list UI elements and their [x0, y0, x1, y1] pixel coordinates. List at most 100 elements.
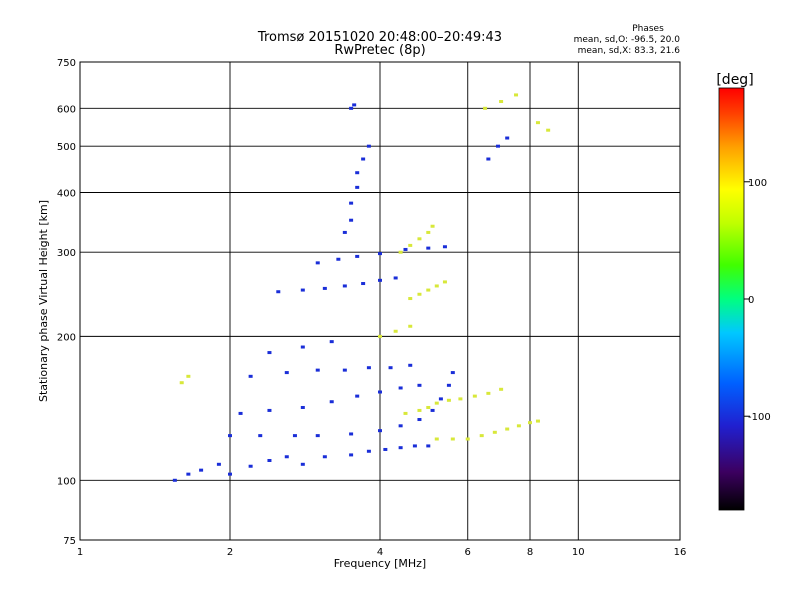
o-trace-point — [329, 340, 334, 344]
phase-stats-title: Phases — [632, 24, 664, 34]
x-trace-point — [516, 424, 521, 428]
o-trace-point — [426, 444, 431, 448]
o-trace-point — [292, 434, 297, 438]
x-tick-label: 8 — [527, 547, 533, 558]
data-points — [172, 93, 551, 482]
o-trace-point — [267, 351, 272, 355]
colorbar-tick-label: -100 — [748, 412, 771, 423]
o-trace-point — [300, 345, 305, 349]
x-trace-point — [486, 391, 491, 395]
x-trace-point — [472, 394, 477, 398]
o-trace-point — [276, 290, 281, 294]
colorbar-tick-label: 100 — [748, 178, 767, 189]
x-trace-point — [408, 243, 413, 247]
x-tick-label: 10 — [572, 547, 585, 558]
o-trace-point — [322, 455, 327, 459]
o-trace-point — [342, 230, 347, 234]
o-trace-point — [186, 472, 191, 476]
o-trace-point — [329, 400, 334, 404]
o-trace-point — [258, 434, 263, 438]
x-trace-point — [186, 374, 191, 378]
o-trace-point — [349, 218, 354, 222]
x-trace-point — [458, 397, 463, 401]
o-trace-point — [355, 394, 360, 398]
o-trace-point — [388, 366, 393, 370]
axis-ticks: 1 2 4 6 8 10 16 75 100 200 300 400 500 600 750 — [57, 58, 686, 558]
o-trace-point — [300, 288, 305, 292]
colorbar-gradient — [718, 87, 745, 511]
o-trace-point — [267, 458, 272, 462]
x-trace-point — [479, 434, 484, 438]
x-trace-point — [535, 121, 540, 125]
o-trace-point — [228, 472, 232, 476]
o-trace-point — [284, 371, 289, 375]
x-trace-point — [450, 437, 455, 441]
x-trace-point — [179, 381, 184, 385]
colorbar: [deg] -100 0 100 — [716, 72, 771, 511]
x-tick-label: 4 — [377, 547, 383, 558]
x-trace-point — [483, 106, 488, 110]
o-trace-point — [438, 397, 443, 401]
grid-lines — [80, 62, 680, 540]
chart-title: Tromsø 20151020 20:48:00–20:49:43 — [257, 30, 502, 45]
o-trace-point — [216, 462, 221, 466]
o-trace-point — [355, 254, 360, 258]
phase-stats-x: mean, sd,X: 83.3, 21.6 — [578, 46, 681, 56]
o-trace-point — [505, 136, 510, 140]
o-trace-point — [349, 432, 354, 436]
x-trace-point — [403, 411, 408, 415]
o-trace-point — [442, 245, 447, 249]
o-trace-point — [342, 284, 347, 288]
y-tick-label: 750 — [57, 58, 76, 69]
o-trace-point — [403, 247, 408, 251]
x-trace-point — [408, 324, 413, 328]
plot-frame — [79, 61, 681, 541]
o-trace-point — [315, 434, 320, 438]
o-trace-point — [366, 144, 371, 148]
o-trace-point — [349, 106, 354, 110]
y-tick-label: 200 — [57, 332, 76, 343]
o-trace-point — [355, 185, 360, 189]
o-trace-point — [248, 464, 253, 468]
colorbar-label: [deg] — [716, 72, 753, 88]
o-trace-point — [342, 368, 347, 372]
o-trace-point — [300, 405, 305, 409]
o-trace-point — [172, 478, 177, 482]
o-trace-point — [378, 390, 382, 394]
y-axis-label: Stationary phase Virtual Height [km] — [37, 200, 50, 402]
x-trace-point — [417, 408, 422, 412]
o-trace-point — [408, 363, 413, 367]
o-trace-point — [383, 447, 388, 451]
y-tick-label: 400 — [57, 188, 76, 199]
x-trace-point — [546, 128, 551, 132]
x-trace-point — [426, 405, 431, 409]
o-trace-point — [349, 453, 354, 457]
x-trace-point — [505, 427, 510, 431]
o-trace-point — [228, 434, 232, 438]
o-trace-point — [322, 286, 327, 290]
x-trace-point — [378, 334, 382, 338]
o-trace-point — [336, 257, 341, 261]
x-trace-point — [398, 250, 403, 254]
o-trace-point — [398, 386, 403, 390]
y-tick-label: 600 — [57, 104, 76, 115]
o-trace-point — [366, 366, 371, 370]
o-trace-point — [417, 418, 422, 422]
chart-subtitle: RwPretec (8p) — [334, 43, 425, 58]
chart-titles: Tromsø 20151020 20:48:00–20:49:43 RwPret… — [257, 30, 502, 58]
x-trace-point — [535, 419, 540, 423]
x-tick-label: 6 — [465, 547, 471, 558]
x-trace-point — [499, 387, 504, 391]
x-axis-label: Frequency [MHz] — [334, 557, 426, 570]
phase-stats-legend: Phases mean, sd,O: -96.5, 20.0 mean, sd,… — [574, 24, 681, 56]
x-trace-point — [492, 430, 497, 434]
o-trace-point — [315, 261, 320, 265]
x-tick-label: 16 — [674, 547, 687, 558]
colorbar-ticks: -100 0 100 — [744, 178, 771, 423]
o-trace-point — [248, 374, 253, 378]
x-trace-point — [446, 398, 451, 402]
o-trace-point — [361, 157, 366, 161]
x-trace-point — [514, 93, 519, 97]
x-trace-point — [434, 401, 439, 405]
